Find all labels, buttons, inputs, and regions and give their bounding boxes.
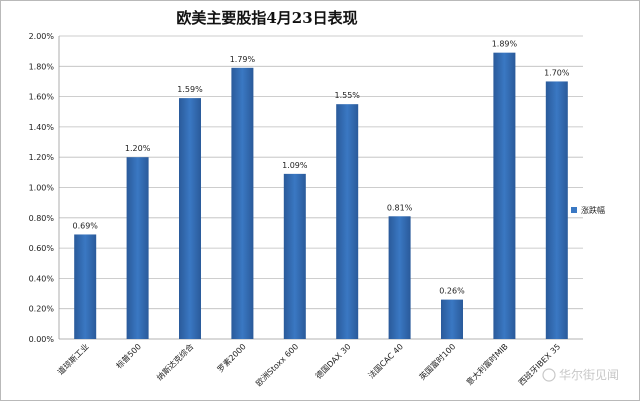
data-label: 0.26% (439, 287, 465, 296)
y-tick-label: 1.00% (29, 184, 55, 193)
data-label: 1.79% (230, 55, 256, 64)
bar (388, 216, 411, 339)
watermark: 华尔街见闻 (542, 367, 619, 382)
y-tick-label: 0.60% (29, 244, 55, 253)
y-tick-label: 1.60% (29, 93, 55, 102)
y-tick-label: 1.20% (29, 153, 55, 162)
data-label: 1.09% (282, 161, 308, 170)
y-tick-label: 0.00% (29, 335, 55, 344)
y-tick-label: 0.20% (29, 305, 55, 314)
legend: 涨跌幅 (571, 205, 605, 215)
x-tick-label: 纳斯达克综合 (154, 341, 195, 382)
data-label: 1.89% (492, 40, 518, 49)
y-tick-label: 2.00% (29, 32, 55, 41)
data-label: 0.81% (387, 203, 413, 212)
y-axis-ticks: 0.00% 0.20% 0.40% 0.60% 0.80% 1.00% 1.20% 1.40%… (29, 32, 55, 344)
bar (545, 81, 568, 339)
data-label: 1.59% (177, 85, 203, 94)
x-tick-label: 欧洲Stoxx 600 (253, 341, 300, 388)
chart-title: 欧美主要股指4月23日表现 (176, 9, 357, 27)
y-tick-label: 1.80% (29, 62, 55, 71)
data-labels: 0.69% 1.20% 1.59% 1.79% 1.09% 1.55% 0.81% 0.26%… (72, 40, 569, 296)
x-tick-label: 西班牙IBEX 35 (516, 341, 562, 387)
x-tick-label: 法国CAC 40 (366, 341, 405, 380)
bar (231, 67, 254, 339)
x-tick-label: 道琼斯工业 (55, 341, 90, 376)
x-tick-label: 意大利富时MIB (464, 341, 510, 387)
bar (126, 157, 149, 339)
x-tick-label: 英国富时100 (417, 341, 458, 382)
x-axis-labels: 道琼斯工业 标普500 纳斯达克综合 罗素2000 欧洲Stoxx 600 德国DAX 3… (55, 341, 562, 388)
bar (336, 104, 359, 339)
bar (493, 52, 516, 339)
data-label: 1.55% (334, 91, 360, 100)
watermark-text: 华尔街见闻 (559, 367, 619, 382)
x-tick-label: 罗素2000 (215, 341, 248, 374)
bars (74, 52, 568, 340)
y-tick-label: 1.40% (29, 123, 55, 132)
data-label: 1.20% (125, 144, 151, 153)
y-tick-label: 0.40% (29, 274, 55, 283)
legend-swatch (571, 207, 577, 213)
bar (179, 98, 201, 340)
bar (441, 299, 463, 339)
legend-label: 涨跌幅 (581, 205, 605, 215)
watermark-logo-icon (542, 368, 556, 382)
bar (74, 234, 97, 339)
data-label: 1.70% (544, 68, 570, 77)
data-label: 0.69% (72, 221, 98, 230)
y-tick-label: 0.80% (29, 214, 55, 223)
x-tick-label: 标普500 (114, 341, 143, 370)
x-tick-label: 德国DAX 30 (313, 341, 352, 380)
bar (283, 173, 306, 339)
